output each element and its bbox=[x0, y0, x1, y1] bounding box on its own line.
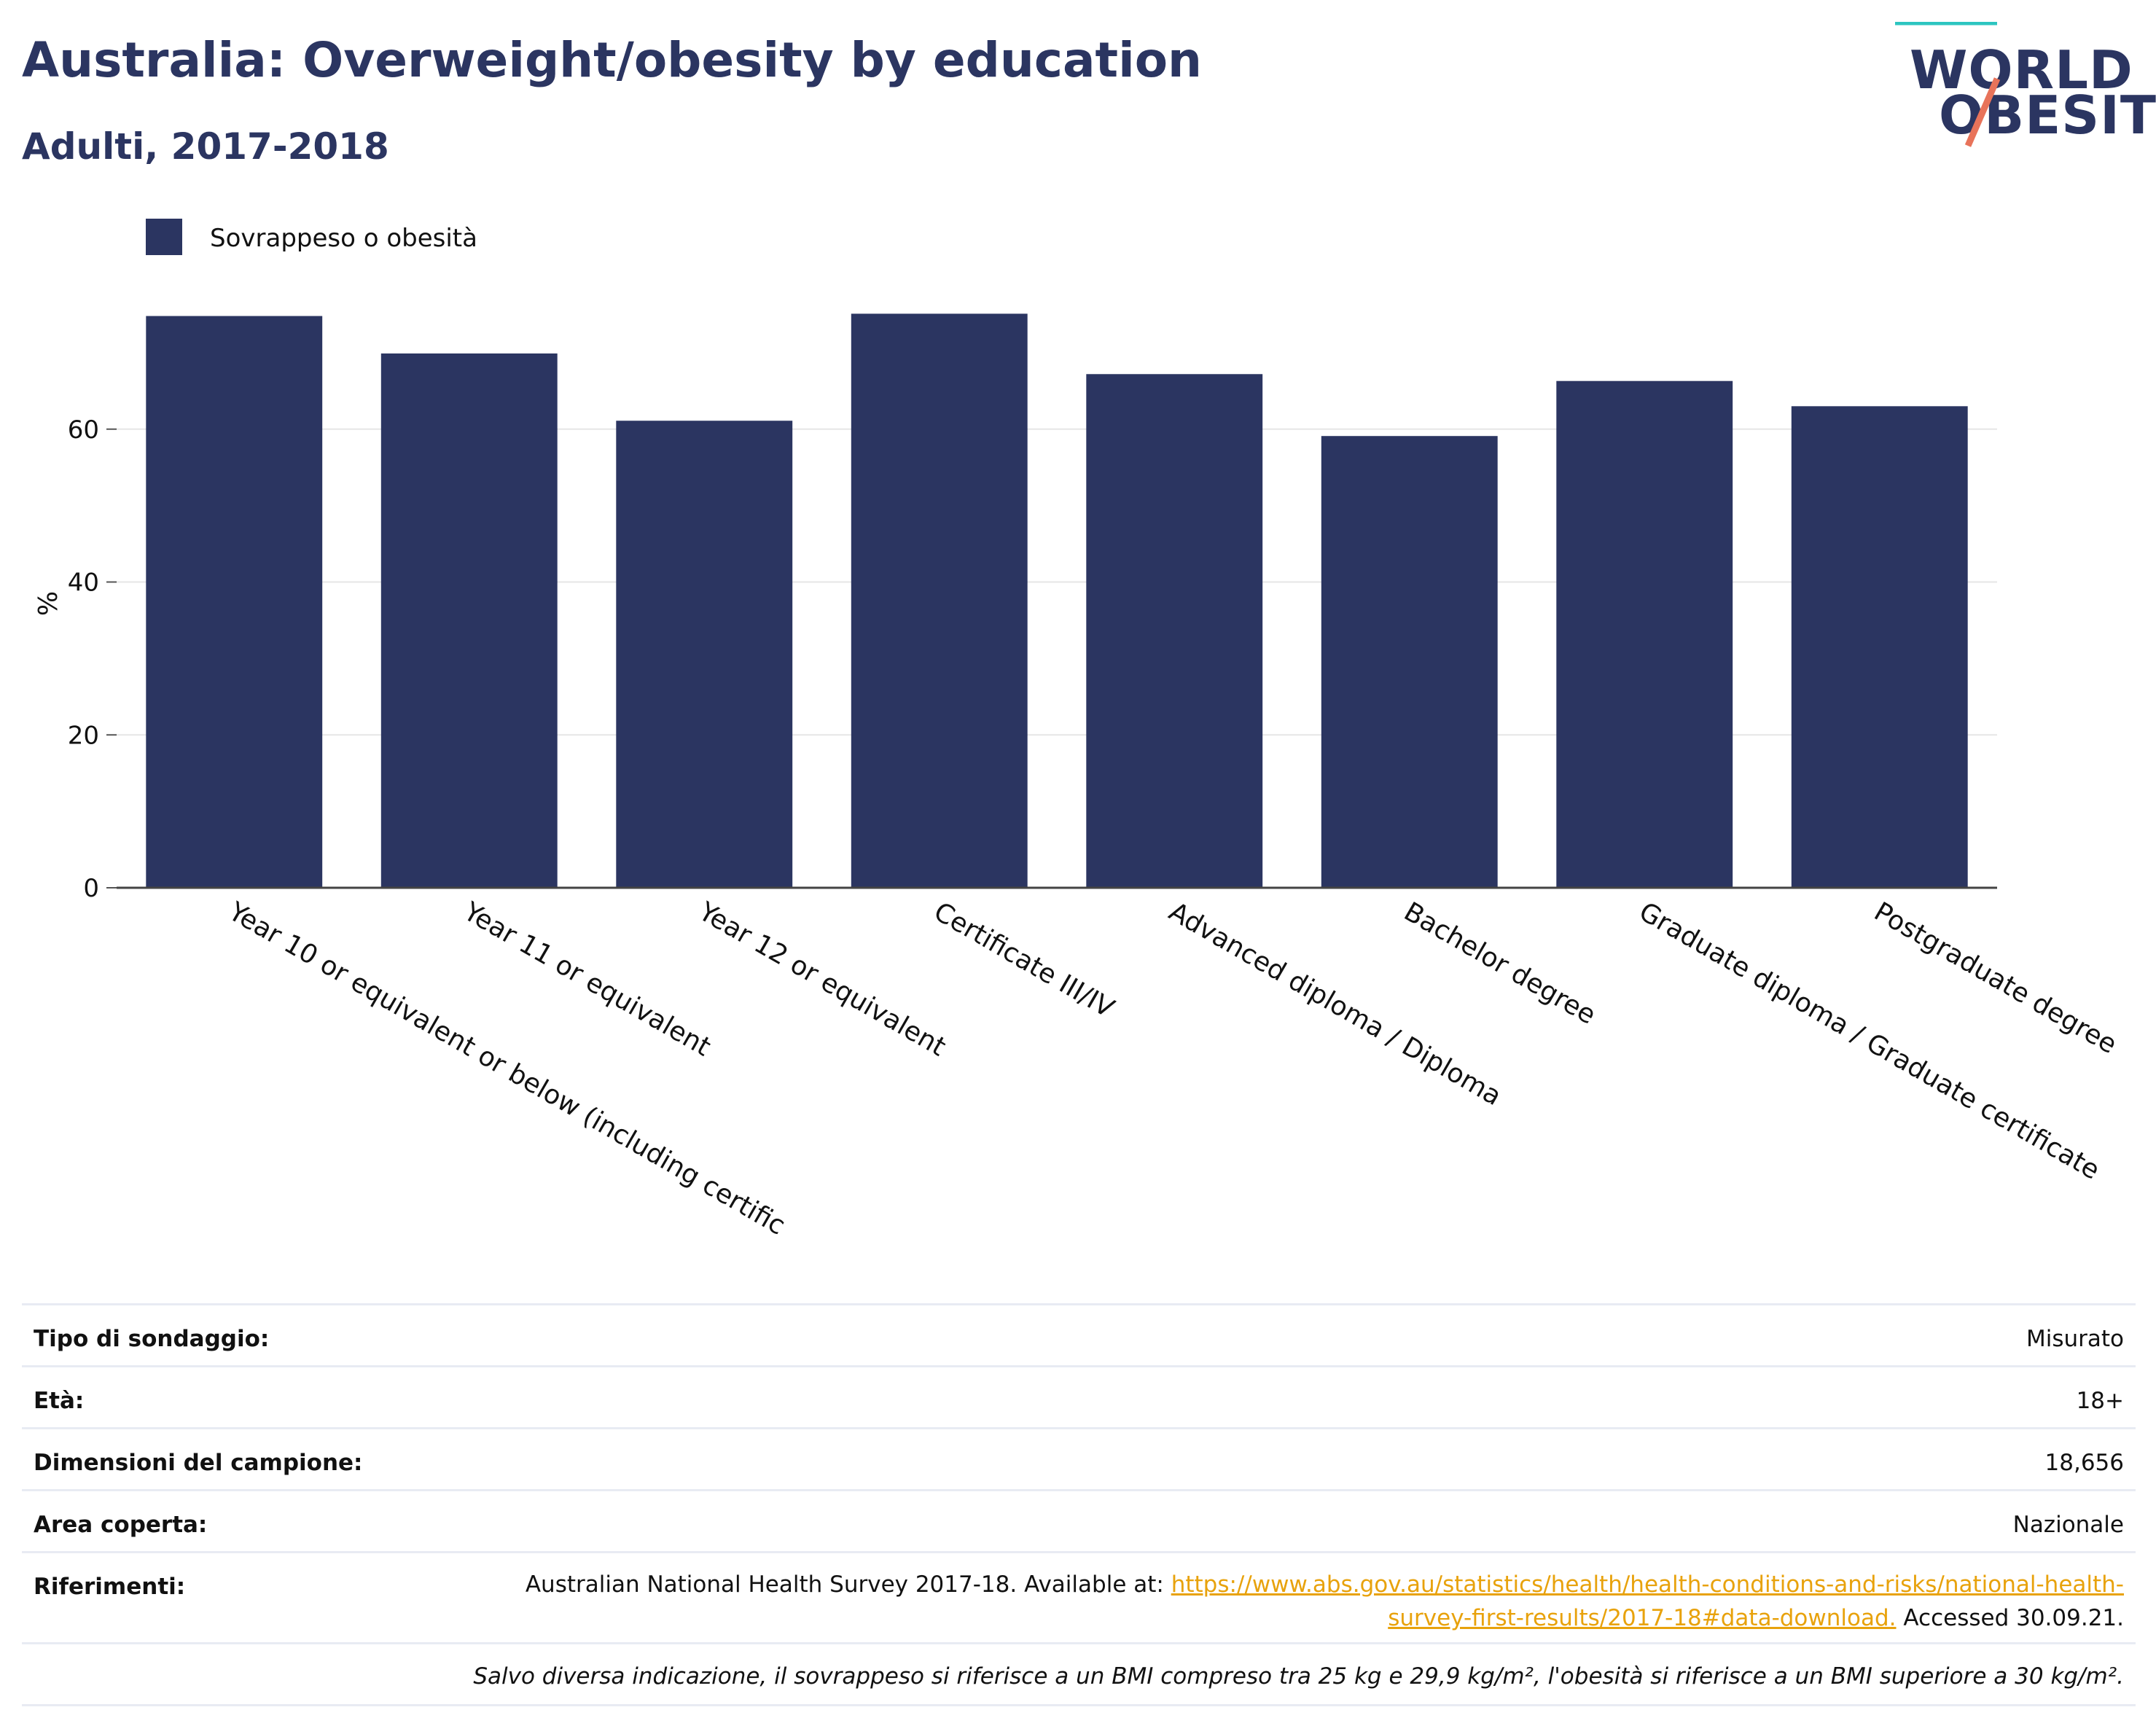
bmi-note: Salvo diversa indicazione, il sovrappeso… bbox=[473, 1663, 2124, 1690]
reference-suffix: Accessed 30.09.21. bbox=[1896, 1605, 2124, 1631]
chart-subtitle: Adulti, 2017-2018 bbox=[22, 125, 389, 168]
info-label: Dimensioni del campione: bbox=[34, 1450, 363, 1476]
info-row-references: Riferimenti: Australian National Health … bbox=[22, 1551, 2136, 1642]
x-tick-label: Bachelor degree bbox=[1399, 897, 1601, 1030]
x-axis: Year 10 or equivalent or below (includin… bbox=[117, 886, 2122, 1241]
info-value: Nazionale bbox=[2012, 1512, 2124, 1538]
info-row-age: Età: 18+ bbox=[22, 1365, 2136, 1427]
legend-swatch bbox=[146, 219, 182, 255]
info-label: Età: bbox=[34, 1388, 85, 1414]
bar bbox=[851, 313, 1028, 888]
y-axis: 0 20 40 60 bbox=[68, 415, 117, 903]
logo-slash-icon bbox=[1895, 22, 2001, 147]
x-tick-label: Certificate III/IV bbox=[929, 897, 1119, 1024]
reference-link[interactable]: https://www.abs.gov.au/statistics/health… bbox=[1171, 1571, 2124, 1631]
chart-title: Australia: Overweight/obesity by educati… bbox=[22, 32, 1203, 88]
y-tick-label: 20 bbox=[68, 721, 99, 750]
info-label: Riferimenti: bbox=[34, 1574, 186, 1600]
bars bbox=[146, 313, 1968, 888]
bar bbox=[380, 353, 558, 888]
bar bbox=[1321, 436, 1498, 888]
info-value: Misurato bbox=[2026, 1326, 2124, 1352]
x-tick-label: Graduate diploma / Graduate certificate bbox=[1634, 897, 2105, 1185]
info-row-sample-size: Dimensioni del campione: 18,656 bbox=[22, 1427, 2136, 1489]
reference-prefix: Australian National Health Survey 2017-1… bbox=[525, 1571, 1171, 1598]
bar bbox=[1791, 406, 1968, 888]
legend-label: Sovrappeso o obesità bbox=[210, 224, 477, 253]
y-tick-label: 40 bbox=[68, 569, 99, 598]
bar bbox=[1086, 374, 1263, 888]
x-tick-label: Year 11 or equivalent bbox=[458, 897, 715, 1063]
info-row-note: Salvo diversa indicazione, il sovrappeso… bbox=[22, 1642, 2136, 1706]
info-row-area: Area coperta: Nazionale bbox=[22, 1489, 2136, 1551]
info-row-survey-type: Tipo di sondaggio: Misurato bbox=[22, 1303, 2136, 1365]
bar bbox=[616, 421, 793, 888]
logo-word-world: WORLD bbox=[1910, 39, 2133, 101]
y-tick-label: 60 bbox=[68, 415, 99, 445]
info-value: 18,656 bbox=[2044, 1450, 2124, 1476]
survey-info-table: Tipo di sondaggio: Misurato Età: 18+ Dim… bbox=[22, 1303, 2136, 1706]
info-label: Area coperta: bbox=[34, 1512, 208, 1538]
info-value: 18+ bbox=[2076, 1388, 2124, 1414]
bar-chart: Sovrappeso o obesità 0 20 40 60 Year 10 or … bbox=[34, 219, 2122, 1241]
logo-slash-coral bbox=[1964, 77, 2001, 147]
x-tick-label: Year 12 or equivalent bbox=[693, 897, 950, 1063]
reference-text: Australian National Health Survey 2017-1… bbox=[520, 1568, 2124, 1635]
y-tick-label: 0 bbox=[83, 874, 99, 903]
x-tick-label: Postgraduate degree bbox=[1869, 897, 2122, 1060]
y-axis-label: % bbox=[34, 591, 63, 616]
bar bbox=[146, 316, 323, 888]
world-obesity-logo: WORLD OBESITY bbox=[1895, 22, 2156, 153]
bar bbox=[1556, 380, 1733, 888]
legend: Sovrappeso o obesità bbox=[146, 219, 477, 255]
info-label: Tipo di sondaggio: bbox=[34, 1326, 270, 1352]
